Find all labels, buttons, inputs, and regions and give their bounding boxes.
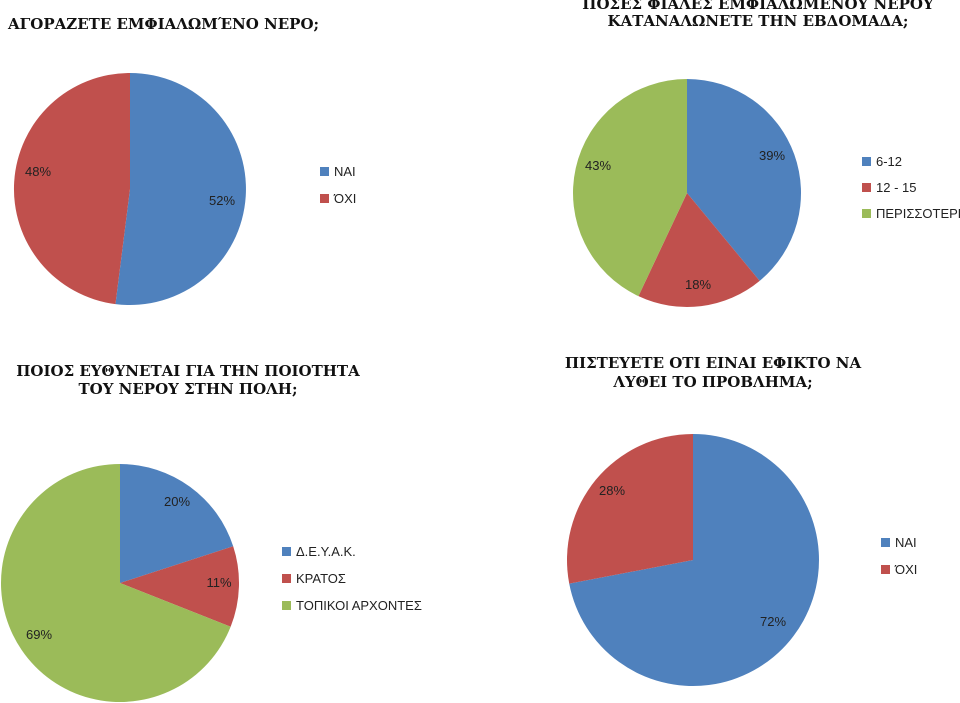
legend-swatch (320, 194, 329, 203)
data-label: 39% (759, 148, 785, 163)
legend-label: 12 - 15 (876, 180, 916, 195)
legend: ΝΑΙ ΌΧΙ (320, 164, 356, 206)
pie-slice (120, 546, 240, 627)
legend-swatch (282, 574, 291, 583)
data-label: 28% (599, 483, 625, 498)
chart-title-line: ΤΟΥ ΝΕΡΟΥ ΣΤΗΝ ΠΟΛΗ; (78, 380, 297, 398)
chart-title-line: ΠΟΙΟΣ ΕΥΘΥΝΕΤΑΙ ΓΙΑ ΤΗΝ ΠΟΙΟΤΗΤΑ (16, 362, 360, 380)
data-label: 20% (164, 494, 190, 509)
chart-title-line: ΠΟΣΕΣ ΦΙΑΛΕΣ ΕΜΦΙΑΛΩΜΕΝΟΥ ΝΕΡΟΥ (582, 0, 934, 13)
chart-title: ΑΓΟΡΑΖΕΤΕ ΕΜΦΙΑΛΩΜΈΝΟ ΝΕΡΟ; (7, 15, 319, 33)
data-label: 69% (26, 627, 52, 642)
legend-label: ΚΡΑΤΟΣ (296, 571, 346, 586)
pie-slice (638, 193, 760, 308)
data-label: 52% (209, 193, 235, 208)
pie-chart-1: ΑΓΟΡΑΖΕΤΕ ΕΜΦΙΑΛΩΜΈΝΟ ΝΕΡΟ; 52% 48% ΝΑΙ ΌΧΙ (7, 15, 356, 306)
legend-label: Δ.Ε.Υ.Α.Κ. (296, 544, 356, 559)
data-label: 11% (206, 575, 231, 590)
pie-slice (566, 434, 693, 584)
legend-label: ΝΑΙ (895, 535, 917, 550)
legend-swatch (282, 547, 291, 556)
legend: Δ.Ε.Υ.Α.Κ. ΚΡΑΤΟΣ ΤΟΠΙΚΟΙ ΑΡΧΟΝΤΕΣ (282, 544, 422, 613)
pie-slice (572, 79, 687, 297)
data-label: 72% (760, 614, 786, 629)
legend-label: 6-12 (876, 154, 902, 169)
data-label: 43% (585, 158, 611, 173)
data-label: 18% (685, 277, 711, 292)
chart-title: ΠΟΣΕΣ ΦΙΑΛΕΣ ΕΜΦΙΑΛΩΜΕΝΟΥ ΝΕΡΟΥΚΑΤΑΝΑΛΩΝ… (582, 0, 934, 30)
legend-swatch (862, 183, 871, 192)
legend-swatch (282, 601, 291, 610)
pie-slice (120, 463, 234, 583)
legend-swatch (320, 167, 329, 176)
data-label: 48% (25, 164, 51, 179)
pie-slice (13, 73, 130, 305)
pie-slice (569, 434, 819, 687)
legend-label: ΝΑΙ (334, 164, 356, 179)
chart-title-line: ΚΑΤΑΝΑΛΩΝΕΤΕ ΤΗΝ ΕΒΔΟΜΑΔΑ; (608, 12, 909, 30)
legend-label: ΤΟΠΙΚΟΙ ΑΡΧΟΝΤΕΣ (296, 598, 422, 613)
legend: 6-12 12 - 15 ΠΕΡΙΣΣΟΤΕΡΕΣ (862, 154, 960, 221)
legend-label: ΠΕΡΙΣΣΟΤΕΡΕΣ (876, 206, 960, 221)
pie-slice (687, 79, 802, 281)
legend-label: ΌΧΙ (894, 562, 917, 577)
legend: ΝΑΙ ΌΧΙ (881, 535, 917, 577)
chart-title-line: ΛΥΘΕΙ ΤΟ ΠΡΟΒΛΗΜΑ; (612, 373, 812, 391)
legend-swatch (862, 209, 871, 218)
pie-slice (115, 73, 246, 306)
pie-slice (0, 464, 231, 703)
pie-chart-2: ΠΟΣΕΣ ΦΙΑΛΕΣ ΕΜΦΙΑΛΩΜΕΝΟΥ ΝΕΡΟΥΚΑΤΑΝΑΛΩΝ… (572, 0, 960, 308)
legend-swatch (881, 538, 890, 547)
legend-label: ΌΧΙ (333, 191, 356, 206)
chart-title-line: ΠΙΣΤΕΥΕΤΕ ΟΤΙ ΕΙΝΑΙ ΕΦΙΚΤΟ ΝΑ (565, 354, 862, 372)
chart-title-line: ΑΓΟΡΑΖΕΤΕ ΕΜΦΙΑΛΩΜΈΝΟ ΝΕΡΟ; (7, 15, 319, 33)
legend-swatch (862, 157, 871, 166)
legend-swatch (881, 565, 890, 574)
